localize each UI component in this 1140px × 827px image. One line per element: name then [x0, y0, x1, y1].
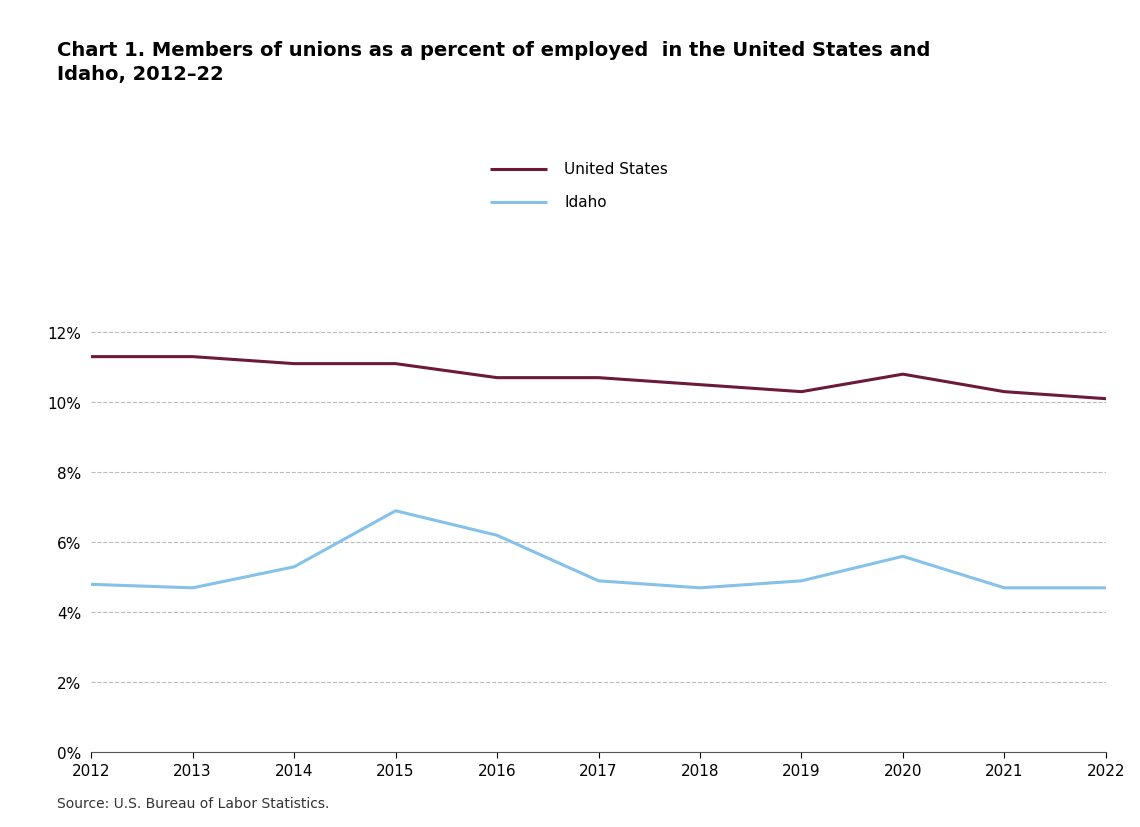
Text: Source: U.S. Bureau of Labor Statistics.: Source: U.S. Bureau of Labor Statistics. [57, 796, 329, 810]
Text: United States: United States [564, 162, 668, 177]
Text: Chart 1. Members of unions as a percent of employed  in the United States and
Id: Chart 1. Members of unions as a percent … [57, 41, 930, 84]
Text: Idaho: Idaho [564, 195, 606, 210]
